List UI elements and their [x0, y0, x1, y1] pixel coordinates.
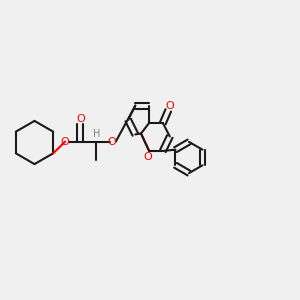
Text: O: O [76, 114, 85, 124]
Text: O: O [108, 136, 117, 147]
Text: O: O [61, 136, 70, 147]
Text: H: H [93, 129, 100, 139]
Text: O: O [143, 152, 152, 162]
Text: O: O [165, 101, 174, 111]
